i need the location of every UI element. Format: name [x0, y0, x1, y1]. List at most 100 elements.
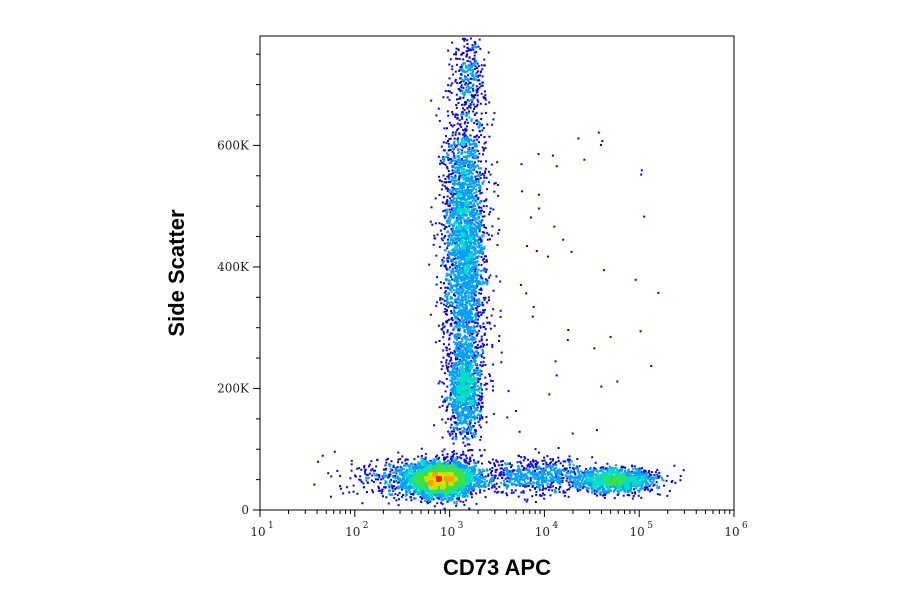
event-dot	[478, 371, 481, 374]
event-dot	[489, 173, 492, 176]
event-dot	[472, 249, 475, 252]
event-dot	[566, 477, 569, 480]
event-dot	[466, 107, 469, 110]
event-dot	[577, 468, 580, 471]
event-dot	[484, 94, 487, 97]
event-dot	[552, 458, 555, 461]
event-dot	[456, 456, 459, 459]
event-dot	[469, 360, 472, 363]
event-dot	[443, 456, 445, 459]
event-dot	[463, 427, 466, 430]
event-dot	[451, 111, 454, 113]
event-dot	[538, 488, 541, 491]
event-dot	[520, 462, 523, 465]
event-dot	[571, 471, 574, 474]
event-dot	[450, 201, 453, 204]
event-dot	[450, 362, 453, 365]
event-dot	[477, 482, 480, 485]
event-dot	[488, 213, 491, 216]
event-dot	[398, 491, 401, 494]
event-dot	[399, 465, 402, 468]
event-dot	[518, 430, 521, 433]
event-dot	[661, 478, 664, 481]
event-dot	[469, 37, 472, 40]
event-dot	[477, 88, 480, 90]
event-dot	[534, 459, 537, 462]
event-dot	[490, 163, 493, 166]
event-dot	[468, 99, 471, 102]
event-dot	[454, 78, 457, 81]
event-dot	[480, 206, 483, 209]
event-dot	[481, 219, 484, 222]
event-dot	[496, 244, 499, 246]
event-dot	[437, 382, 440, 385]
event-dot	[492, 412, 495, 415]
event-dot	[503, 482, 506, 485]
event-dot	[476, 178, 479, 180]
event-dot	[454, 382, 457, 384]
event-dot	[449, 144, 452, 147]
event-dot	[484, 485, 487, 488]
event-dot	[466, 438, 469, 441]
event-dot	[417, 455, 420, 458]
event-dot	[479, 354, 482, 357]
event-dot	[442, 224, 445, 226]
event-dot	[474, 430, 477, 433]
event-dot	[474, 180, 477, 183]
event-dot	[492, 118, 495, 121]
event-dot	[453, 137, 456, 140]
event-dot	[654, 471, 657, 474]
event-dot	[460, 258, 463, 261]
event-dot	[465, 238, 468, 240]
event-dot	[482, 296, 485, 299]
event-dot	[483, 334, 486, 336]
event-dot	[562, 460, 565, 463]
event-dot	[445, 186, 448, 189]
event-dot	[443, 448, 446, 451]
event-dot	[460, 73, 463, 76]
event-dot	[542, 467, 545, 470]
event-dot	[476, 94, 479, 97]
event-dot	[484, 98, 487, 101]
event-dot	[465, 341, 468, 343]
event-dot	[452, 228, 455, 231]
event-dot	[474, 363, 477, 366]
event-dot	[454, 320, 457, 323]
event-dot	[483, 384, 486, 386]
event-dot	[476, 298, 479, 301]
event-dot	[475, 111, 478, 114]
event-dot	[441, 404, 444, 407]
event-dot	[473, 59, 476, 62]
event-dot	[321, 454, 324, 457]
event-dot	[399, 468, 402, 471]
event-dot	[568, 484, 571, 486]
event-dot	[476, 103, 479, 106]
event-dot	[525, 500, 528, 503]
event-dot	[384, 464, 387, 467]
event-dot	[546, 463, 549, 466]
event-dot	[465, 70, 467, 73]
event-dot	[478, 403, 481, 406]
event-dot	[448, 149, 451, 151]
event-dot	[482, 485, 485, 488]
event-dot	[470, 493, 473, 496]
event-dot	[480, 160, 482, 163]
event-dot	[444, 209, 446, 212]
event-dot	[476, 250, 479, 253]
event-dot	[481, 405, 484, 408]
event-dot	[450, 358, 453, 361]
event-dot	[456, 82, 459, 85]
event-dot	[446, 253, 449, 256]
event-dot	[576, 465, 578, 468]
event-dot	[476, 245, 479, 248]
event-dot	[454, 353, 456, 356]
event-dot	[462, 58, 465, 61]
event-dot	[589, 468, 592, 471]
event-dot	[470, 77, 473, 80]
event-dot	[665, 479, 668, 482]
event-dot	[441, 260, 444, 263]
event-dot	[448, 348, 451, 351]
event-dot	[509, 478, 512, 481]
event-dot	[436, 502, 439, 505]
event-dot	[573, 479, 575, 482]
